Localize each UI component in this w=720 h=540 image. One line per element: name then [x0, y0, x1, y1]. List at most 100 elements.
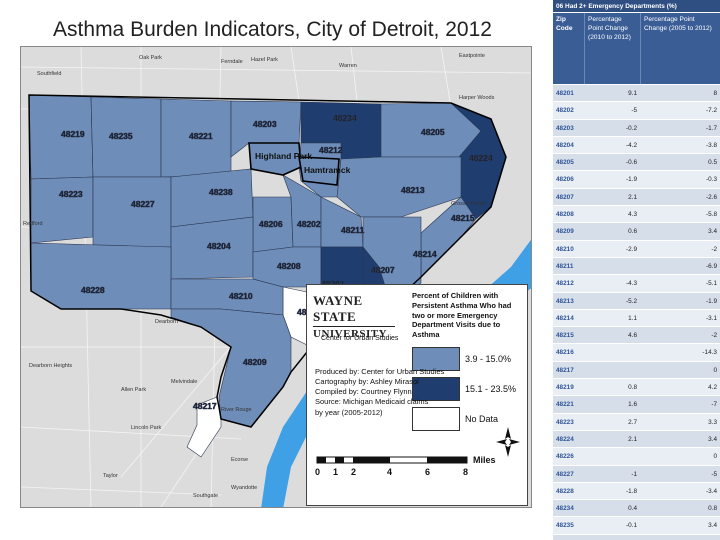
table-row: 48227 -1 -5: [553, 465, 720, 483]
row-change-2010-2012: -1.8: [625, 487, 637, 495]
row-change-2005-2012: 0.8: [708, 505, 717, 513]
row-change-2010-2012: 4.6: [628, 332, 637, 340]
row-zip: 48219: [556, 384, 574, 392]
row-change-2005-2012: -5.1: [705, 280, 717, 288]
place-label: Wyandotte: [231, 485, 257, 491]
row-zip: 48223: [556, 418, 574, 426]
zip-area-48223: [30, 176, 94, 244]
row-change-2010-2012: 0.8: [628, 384, 637, 392]
scale-tick: 2: [351, 467, 356, 477]
table-row: 48208 4.3 -5.8: [553, 206, 720, 224]
row-change-2005-2012: -7: [711, 401, 717, 409]
scale-tick: 8: [463, 467, 468, 477]
row-change-2005-2012: -3.1: [705, 314, 717, 322]
table-row: 48226 0: [553, 448, 720, 466]
row-zip: 48224: [556, 435, 574, 443]
legend-swatch-nodata: [412, 407, 460, 431]
wsu-wordmark-line1: WAYNE STATE: [313, 293, 363, 324]
row-change-2005-2012: -7.2: [705, 107, 717, 115]
header-zip: Zip Code: [556, 16, 573, 32]
row-change-2005-2012: -2: [711, 332, 717, 340]
credit-line: Compiled by: Courtney Flynn: [315, 387, 412, 397]
legend-swatch-low: [412, 347, 460, 371]
table-row: 48207 2.1 -2.6: [553, 188, 720, 207]
row-change-2005-2012: -3.8: [705, 141, 717, 149]
row-change-2010-2012: -4.2: [625, 141, 637, 149]
place-label: Southgate: [193, 493, 218, 499]
header-change-2010-2012: Percentage Point Change (2010 to 2012): [584, 13, 640, 84]
zip-label-48227: 48227: [131, 199, 155, 209]
place-label: Ecorse: [231, 457, 248, 463]
zip-label-48202: 48202: [297, 219, 321, 229]
legend-swatch-high: [412, 377, 460, 401]
row-change-2010-2012: 2.7: [628, 418, 637, 426]
legend-label-nodata: No Data: [465, 414, 499, 424]
row-zip: 48215: [556, 332, 574, 340]
row-change-2010-2012: [584, 448, 640, 464]
row-zip: 48208: [556, 211, 574, 219]
highland-park-enclave: [248, 142, 302, 176]
table-row: 48204 -4.2 -3.8: [553, 136, 720, 155]
zip-label-48215: 48215: [451, 213, 475, 223]
row-zip: 48210: [556, 245, 574, 253]
row-zip: 48238: [553, 535, 584, 540]
row-zip: 48207: [556, 193, 574, 201]
detroit-river: [261, 239, 531, 507]
place-label: Allen Park: [121, 387, 146, 393]
place-label: Warren: [339, 63, 357, 69]
table-row: 48209 0.6 3.4: [553, 223, 720, 241]
highland-park-label: Highland Park: [255, 151, 312, 161]
data-table: 06 Had 2+ Emergency Departments (%) Zip …: [553, 0, 720, 540]
place-label: Dearborn Heights: [29, 363, 72, 369]
row-zip: 48226: [556, 453, 574, 461]
scale-tick: 6: [425, 467, 430, 477]
map-credits: Produced by: Center for Urban Studies Ca…: [315, 367, 444, 418]
place-label: Ferndale: [221, 59, 243, 65]
table-row: 48216 -14.3: [553, 344, 720, 362]
row-change-2010-2012: -1.9: [625, 176, 637, 184]
row-change-2005-2012: 8: [713, 90, 717, 97]
place-label: River Rouge: [221, 407, 252, 413]
row-change-2005-2012: -3.4: [705, 487, 717, 495]
zip-label-48221: 48221: [189, 131, 213, 141]
place-label: Redford: [23, 221, 43, 227]
credit-line: Source: Michigan Medicaid claims: [315, 397, 429, 407]
zip-area-48215: [420, 196, 477, 278]
row-zip: 48209: [556, 228, 574, 236]
row-change-2005-2012: 4.2: [708, 384, 717, 392]
row-change-2010-2012: 0.6: [628, 228, 637, 236]
map-frame: 48219 48235 48221 48203 48234 48205 48212 48224…: [20, 46, 532, 508]
row-zip: 48235: [556, 522, 574, 530]
zip-label-48206: 48206: [259, 219, 283, 229]
legend-class-low: 3.9 - 15.0%: [412, 347, 511, 371]
table-row: 48213 -5.2 -1.9: [553, 292, 720, 310]
row-change-2010-2012: [584, 344, 640, 360]
table-title: 06 Had 2+ Emergency Departments (%): [553, 0, 720, 13]
legend-box: WAYNE STATE UNIVERSITY Center for Urban …: [306, 284, 528, 506]
row-change-2010-2012: [584, 258, 640, 274]
place-label: Oak Park: [139, 55, 162, 61]
table-header: Zip Code Percentage Point Change (2010 t…: [553, 13, 720, 85]
row-change-2005-2012: -1.9: [705, 297, 717, 305]
row-zip: 48211: [556, 262, 574, 270]
row-change-2010-2012: -5.2: [625, 297, 637, 305]
row-change-2010-2012: 0.4: [628, 505, 637, 513]
zip-area-48217: [186, 396, 222, 458]
row-zip: 48228: [556, 487, 574, 495]
table-row: 48202 -5 -7.2: [553, 102, 720, 120]
zip-label-48212: 48212: [319, 145, 343, 155]
place-label: Harper Woods: [459, 95, 495, 101]
zip-label-48223: 48223: [59, 189, 83, 199]
zip-label-48213: 48213: [401, 185, 425, 195]
row-zip: 48213: [556, 297, 574, 305]
row-zip: 48206: [556, 176, 574, 184]
row-change-2010-2012: 1.1: [628, 314, 637, 322]
legend-label-low: 3.9 - 15.0%: [465, 354, 512, 364]
row-zip: 48203: [556, 124, 574, 132]
zip-label-48224: 48224: [469, 153, 493, 163]
row-zip: 48205: [556, 159, 574, 167]
row-change-2005-2012: 3.4: [708, 228, 717, 236]
row-change-2005-2012: -2.6: [705, 193, 717, 201]
row-zip: 48201: [556, 90, 574, 97]
row-change-2010-2012: -1: [631, 470, 637, 478]
